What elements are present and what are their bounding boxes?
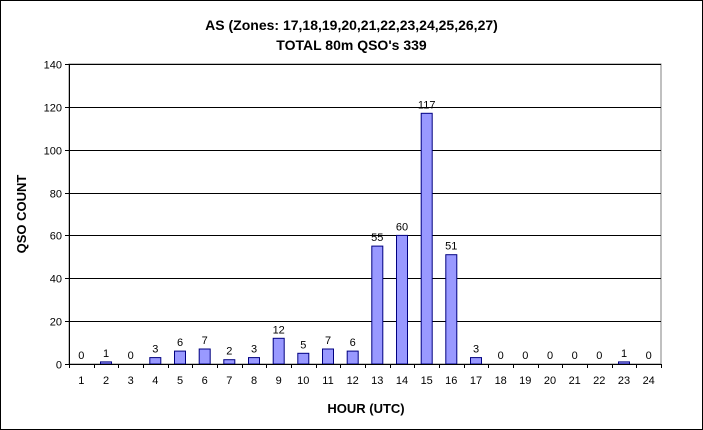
x-tick-label: 22 bbox=[593, 375, 605, 387]
data-label: 117 bbox=[418, 99, 436, 111]
x-tick-label: 4 bbox=[152, 375, 158, 387]
bar-hour-9 bbox=[272, 337, 285, 365]
y-tick-label: 100 bbox=[44, 146, 62, 158]
data-label: 1 bbox=[621, 348, 627, 360]
x-tick-label: 10 bbox=[297, 375, 309, 387]
data-label: 2 bbox=[226, 346, 232, 358]
x-tick-label: 20 bbox=[544, 375, 556, 387]
bar-hour-23 bbox=[618, 361, 630, 365]
data-label: 3 bbox=[152, 344, 158, 356]
data-label: 5 bbox=[300, 339, 306, 351]
bar-hour-16 bbox=[445, 254, 458, 365]
x-tick-label: 21 bbox=[569, 375, 581, 387]
data-label: 3 bbox=[251, 344, 257, 356]
bar-hour-6 bbox=[198, 348, 211, 365]
y-tick-label: 20 bbox=[50, 317, 62, 329]
bar-hour-15 bbox=[420, 112, 433, 365]
y-tick-labels: 0 20 40 60 80 100 120 140 bbox=[44, 60, 62, 372]
x-tick-label: 6 bbox=[202, 375, 208, 387]
bar-hour-12 bbox=[346, 350, 359, 365]
data-label: 6 bbox=[350, 337, 356, 349]
data-label: 0 bbox=[547, 350, 553, 362]
x-tick-labels: 1 2 3 4 5 6 7 8 9 10 11 12 13 14 15 16 17 18 19 20 21 22 23 24 bbox=[78, 375, 655, 387]
x-tick-label: 13 bbox=[371, 375, 383, 387]
y-axis-label: QSO COUNT bbox=[14, 175, 29, 254]
x-tick-label: 7 bbox=[226, 375, 232, 387]
plot-area bbox=[68, 63, 662, 365]
data-label: 51 bbox=[445, 241, 457, 253]
x-tick-label: 16 bbox=[445, 375, 457, 387]
axes bbox=[65, 64, 662, 368]
gridlines bbox=[68, 63, 662, 365]
data-label: 0 bbox=[646, 350, 652, 362]
x-tick-label: 18 bbox=[495, 375, 507, 387]
bar-hour-8 bbox=[248, 357, 260, 365]
bar-hour-4 bbox=[149, 357, 162, 365]
bar-hour-5 bbox=[174, 350, 186, 365]
data-label: 60 bbox=[396, 221, 408, 233]
x-tick-label: 9 bbox=[276, 375, 282, 387]
x-tick-label: 2 bbox=[103, 375, 109, 387]
y-tick-label: 80 bbox=[50, 189, 62, 201]
data-label: 6 bbox=[177, 337, 183, 349]
x-tick-label: 12 bbox=[347, 375, 359, 387]
x-tick-label: 17 bbox=[470, 375, 482, 387]
x-tick-label: 1 bbox=[78, 375, 84, 387]
bar-hour-14 bbox=[396, 234, 408, 365]
x-tick-label: 3 bbox=[128, 375, 134, 387]
data-label: 0 bbox=[498, 350, 504, 362]
x-tick-label: 24 bbox=[643, 375, 655, 387]
data-label: 0 bbox=[128, 350, 134, 362]
data-label: 12 bbox=[273, 324, 285, 336]
data-labels: 0 1 0 3 6 7 2 3 12 5 7 6 55 60 117 51 3 0 0 0 0 0 1 0 bbox=[78, 99, 652, 362]
bar-hour-10 bbox=[297, 352, 310, 365]
data-label: 7 bbox=[325, 335, 331, 347]
data-label: 3 bbox=[473, 344, 479, 356]
x-tick-label: 14 bbox=[396, 375, 408, 387]
x-axis-label: HOUR (UTC) bbox=[327, 401, 404, 416]
x-tick-label: 23 bbox=[618, 375, 630, 387]
bar-hour-11 bbox=[322, 348, 334, 365]
chart-title: AS (Zones: 17,18,19,20,21,22,23,24,25,26… bbox=[205, 17, 498, 33]
y-tick-label: 140 bbox=[44, 60, 62, 72]
data-label: 0 bbox=[522, 350, 528, 362]
x-tick-label: 11 bbox=[322, 375, 333, 387]
data-label: 7 bbox=[202, 335, 208, 347]
y-tick-label: 0 bbox=[56, 360, 62, 372]
bar-hour-13 bbox=[371, 245, 384, 365]
bar-hour-7 bbox=[223, 359, 236, 365]
data-label: 0 bbox=[78, 350, 84, 362]
data-label: 0 bbox=[572, 350, 578, 362]
y-tick-label: 40 bbox=[50, 274, 62, 286]
data-label: 0 bbox=[596, 350, 602, 362]
bar-hour-2 bbox=[100, 361, 112, 365]
x-tick-label: 19 bbox=[519, 375, 531, 387]
data-label: 55 bbox=[371, 232, 383, 244]
x-tick-label: 8 bbox=[251, 375, 257, 387]
bar-hour-17 bbox=[470, 357, 482, 365]
chart-subtitle: TOTAL 80m QSO's 339 bbox=[276, 37, 427, 53]
x-tick-label: 5 bbox=[177, 375, 183, 387]
data-label: 1 bbox=[103, 348, 109, 360]
y-tick-label: 120 bbox=[44, 103, 62, 115]
x-tick-label: 15 bbox=[421, 375, 433, 387]
y-tick-label: 60 bbox=[50, 231, 62, 243]
